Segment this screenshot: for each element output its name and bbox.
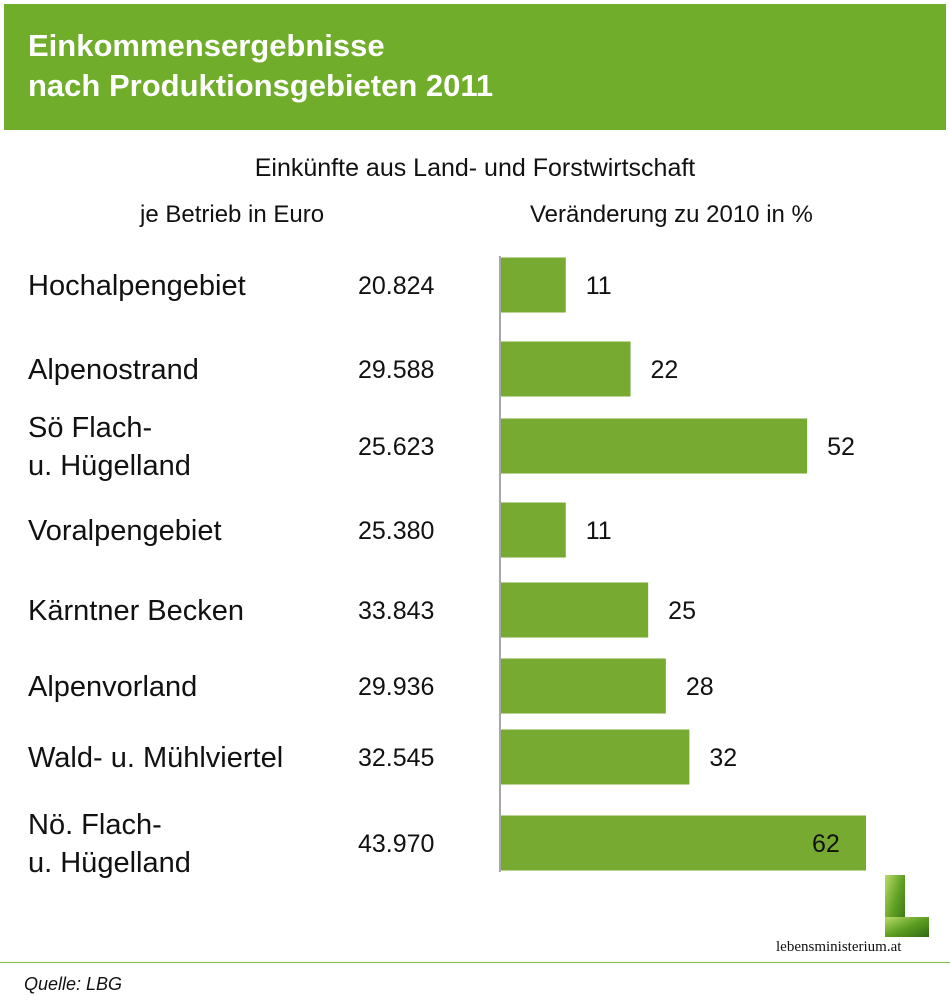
category-label-line: Sö Flach- bbox=[28, 412, 152, 444]
category-label-line: u. Hügelland bbox=[28, 450, 191, 482]
category-label-line: Alpenostrand bbox=[28, 354, 199, 386]
euro-value-label: 33.843 bbox=[358, 597, 434, 625]
euro-value-label: 43.970 bbox=[358, 830, 434, 858]
bar bbox=[501, 815, 866, 871]
column-header-percent: Veränderung zu 2010 in % bbox=[530, 201, 813, 228]
footer-divider bbox=[0, 962, 950, 963]
data-label: 25 bbox=[668, 597, 696, 625]
category-label-line: Nö. Flach- bbox=[28, 809, 162, 841]
category-label: Nö. Flach-u. Hügelland bbox=[28, 809, 191, 879]
data-label: 22 bbox=[651, 356, 679, 384]
category-label-line: Voralpengebiet bbox=[28, 515, 222, 547]
category-label: Wald- u. Mühlviertel bbox=[28, 742, 283, 774]
category-label-line: Hochalpengebiet bbox=[28, 270, 246, 302]
chart-subtitle: Einkünfte aus Land- und Forstwirtschaft bbox=[254, 154, 696, 182]
category-label: Alpenvorland bbox=[28, 671, 197, 703]
bar bbox=[501, 257, 566, 313]
data-label: 32 bbox=[709, 744, 737, 772]
euro-value-label: 25.380 bbox=[358, 517, 434, 545]
data-label: 11 bbox=[586, 517, 612, 545]
category-label-line: Kärntner Becken bbox=[28, 595, 244, 627]
euro-value-label: 20.824 bbox=[358, 272, 435, 300]
bar bbox=[501, 658, 666, 714]
data-label: 11 bbox=[586, 272, 612, 300]
category-label: Kärntner Becken bbox=[28, 595, 244, 627]
logo-text: lebensministerium.at bbox=[776, 939, 902, 955]
title-line-2: nach Produktionsgebieten 2011 bbox=[28, 68, 494, 103]
bar bbox=[501, 582, 649, 638]
bar bbox=[501, 502, 566, 558]
category-label-line: u. Hügelland bbox=[28, 847, 191, 879]
column-header-euro: je Betrieb in Euro bbox=[140, 201, 325, 228]
euro-value-label: 25.623 bbox=[358, 433, 434, 461]
lebensministerium-logo-icon bbox=[885, 875, 929, 937]
category-label-line: Wald- u. Mühlviertel bbox=[28, 742, 283, 774]
data-label: 28 bbox=[686, 673, 714, 701]
euro-value-label: 32.545 bbox=[358, 744, 434, 772]
data-label: 52 bbox=[827, 433, 855, 461]
title-line-1: Einkommensergebnisse bbox=[28, 28, 385, 63]
bar bbox=[501, 341, 631, 397]
euro-value-label: 29.936 bbox=[358, 673, 434, 701]
bar bbox=[501, 729, 690, 785]
source-note: Quelle: LBG bbox=[24, 974, 123, 994]
page-title: Einkommensergebnisse nach Produktionsgeb… bbox=[28, 26, 493, 106]
header-banner: Einkommensergebnisse nach Produktionsgeb… bbox=[4, 4, 946, 130]
category-label: Alpenostrand bbox=[28, 354, 199, 386]
category-label: Voralpengebiet bbox=[28, 515, 222, 547]
euro-value-label: 29.588 bbox=[358, 356, 434, 384]
data-label: 62 bbox=[812, 830, 840, 858]
category-label: Hochalpengebiet bbox=[28, 270, 246, 302]
bar bbox=[501, 418, 808, 474]
category-label-line: Alpenvorland bbox=[28, 671, 197, 703]
category-label: Sö Flach-u. Hügelland bbox=[28, 412, 191, 482]
